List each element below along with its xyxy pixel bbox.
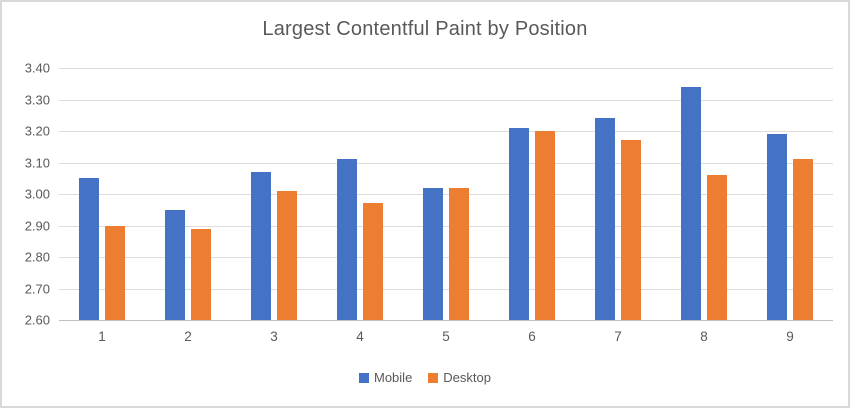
bar-group-4	[317, 68, 403, 320]
mobile-bar	[509, 127, 529, 320]
mobile-bar	[165, 209, 185, 320]
mobile-bar	[423, 187, 443, 320]
desktop-bar	[707, 175, 727, 320]
x-axis-tick-label: 7	[614, 329, 622, 344]
x-axis-tick-label: 2	[184, 329, 192, 344]
y-gridline	[59, 68, 833, 69]
x-axis-tick-label: 9	[786, 329, 794, 344]
x-axis-tick-label: 4	[356, 329, 364, 344]
desktop-bar	[535, 131, 555, 320]
y-axis-tick-label: 2.70	[24, 281, 50, 296]
x-axis-tick-label: 3	[270, 329, 278, 344]
bar-group-7	[575, 68, 661, 320]
legend-label: Mobile	[374, 370, 413, 385]
y-gridline	[59, 194, 833, 195]
desktop-bar	[793, 159, 813, 320]
mobile-bar	[767, 134, 787, 320]
y-axis-tick-label: 3.40	[24, 60, 50, 76]
mobile-bar	[594, 118, 615, 320]
desktop-bar	[362, 203, 383, 320]
y-gridline	[59, 288, 833, 290]
legend-label: Desktop	[443, 370, 491, 385]
y-gridline	[59, 257, 833, 258]
y-gridline	[59, 162, 833, 164]
y-gridline	[59, 225, 833, 227]
legend-item-desktop: Desktop	[428, 370, 491, 385]
y-axis-tick-label: 2.90	[24, 218, 50, 233]
desktop-bar	[191, 228, 211, 320]
x-axis-tick-label: 5	[442, 329, 450, 344]
bar-group-1	[59, 68, 145, 320]
desktop-legend-swatch-icon	[428, 372, 439, 383]
bar-group-3	[231, 68, 317, 320]
desktop-bar	[449, 187, 469, 320]
desktop-bar	[277, 190, 297, 320]
desktop-bar	[620, 140, 641, 320]
bar-group-2	[145, 68, 231, 320]
y-gridline	[59, 131, 833, 132]
mobile-bar	[251, 171, 271, 320]
x-axis-tick-label: 8	[700, 329, 708, 344]
bar-group-8	[661, 68, 747, 320]
mobile-bar	[681, 86, 701, 320]
desktop-bar	[105, 225, 125, 320]
legend: Mobile Desktop	[2, 370, 848, 385]
bar-group-5	[403, 68, 489, 320]
bar-group-6	[489, 68, 575, 320]
y-axis-tick-label: 2.80	[24, 249, 50, 265]
y-axis-tick-label: 2.60	[24, 312, 50, 328]
bar-group-9	[747, 68, 833, 320]
y-axis-tick-label: 3.20	[24, 123, 50, 139]
mobile-bar	[79, 178, 99, 320]
mobile-bar	[336, 159, 357, 320]
x-axis-line	[59, 320, 833, 321]
legend-item-mobile: Mobile	[359, 370, 412, 385]
y-gridline	[59, 99, 833, 101]
mobile-legend-swatch-icon	[359, 372, 369, 383]
x-axis-tick-label: 6	[528, 329, 536, 344]
plot-area: 2.60 2.70 2.80 2.90 3.00 3.10 3.20 3.30 3.40 1 2 3 4…	[25, 61, 833, 344]
chart-title: Largest Contentful Paint by Position	[262, 18, 588, 40]
y-axis-tick-label: 3.10	[24, 155, 50, 170]
y-axis-tick-label: 3.30	[24, 92, 50, 107]
x-axis-tick-label: 1	[98, 329, 106, 344]
y-axis-tick-label: 3.00	[24, 186, 50, 202]
